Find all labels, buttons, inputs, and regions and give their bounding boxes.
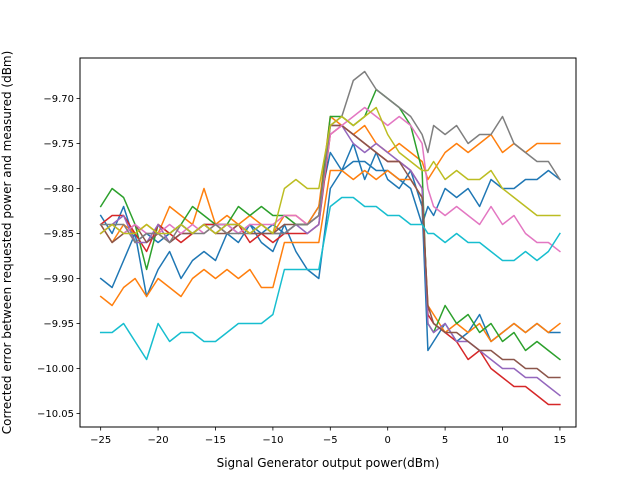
x-tick-label: 5 [442,435,448,446]
x-tick-label: −20 [148,435,169,446]
series-line-8 [99,124,561,379]
x-tick-label: −10 [262,435,283,446]
x-tick-label: −15 [205,435,226,446]
y-tick-label: −9.95 [43,319,74,330]
y-tick-label: −9.90 [43,274,74,285]
plot-frame [79,57,577,428]
y-tick-label: −9.80 [43,184,74,195]
y-axis-ticks: −10.05 −10.00 −9.95 −9.90 −9.85 −9.80 −9.75 −9.… [37,94,80,420]
series-line-1 [99,142,561,352]
x-axis-label: Signal Generator output power(dBm) [217,456,440,470]
y-tick-label: −9.70 [43,94,74,105]
y-tick-label: −10.05 [37,409,74,420]
series-line-11 [99,106,561,235]
series-line-3 [99,169,561,343]
y-tick-label: −9.85 [43,229,74,240]
y-tick-label: −10.00 [37,364,74,375]
x-tick-label: 10 [496,435,509,446]
series-layer [99,70,561,406]
x-axis-ticks: −25 −20 −15 −10 −5 0 5 10 15 [90,427,566,446]
x-tick-label: −5 [323,435,338,446]
series-line-9 [99,106,561,253]
x-tick-label: 15 [554,435,567,446]
y-tick-label: −9.75 [43,139,74,150]
x-tick-label: −25 [90,435,111,446]
x-tick-label: 0 [385,435,391,446]
series-line-12 [99,196,561,361]
y-axis-label: Corrected error between requested power … [0,51,14,435]
